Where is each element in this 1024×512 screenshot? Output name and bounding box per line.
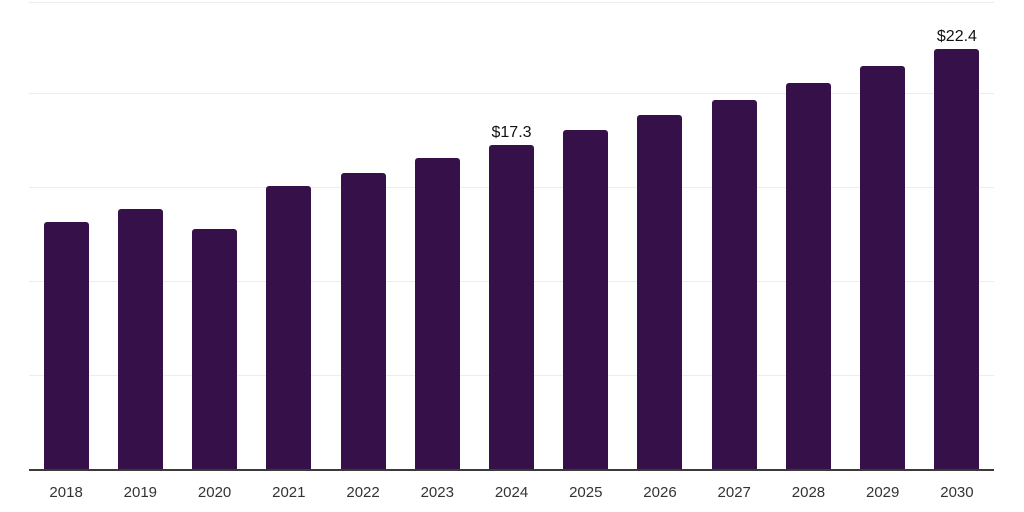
bar-column-2022 (326, 0, 400, 470)
bar-column-2030: $22.4 (920, 0, 994, 470)
x-axis-label-2025: 2025 (569, 484, 603, 501)
bar-column-2025 (549, 0, 623, 470)
bar-2022 (340, 172, 386, 470)
bar-2025 (563, 129, 609, 470)
x-axis-label-2023: 2023 (420, 484, 454, 501)
plot-area: $17.3 $22.4 (29, 0, 994, 470)
x-axis-label-2026: 2026 (643, 484, 677, 501)
x-axis-label-2021: 2021 (272, 484, 306, 501)
gridline-25 (29, 2, 994, 3)
bar-column-2020 (177, 0, 251, 470)
gridline-20 (29, 93, 994, 94)
bar-2024: $17.3 (489, 124, 535, 470)
bar-2020 (192, 229, 238, 470)
bar-2030: $22.4 (934, 28, 980, 470)
bars: $17.3 $22.4 (29, 0, 994, 470)
x-axis-label-2018: 2018 (49, 484, 83, 501)
bar-column-2027 (697, 0, 771, 470)
x-axis-line (29, 469, 994, 471)
bar-value-label-2030: $22.4 (936, 27, 977, 45)
bar-column-2029 (846, 0, 920, 470)
x-axis-label-2022: 2022 (346, 484, 380, 501)
bar-2023 (414, 157, 460, 470)
bar-column-2023 (400, 0, 474, 470)
x-axis-labels: 2018 2019 2020 2021 2022 2023 2024 2025 2026 2027… (29, 484, 994, 501)
bar-2019 (117, 208, 163, 470)
bar-2027 (711, 99, 757, 470)
x-axis-label-2019: 2019 (123, 484, 158, 501)
bar-2029 (860, 65, 906, 470)
bar-2028 (785, 82, 831, 470)
bar-column-2024: $17.3 (474, 0, 548, 470)
bar-value-label-2024: $17.3 (491, 123, 532, 141)
bar-column-2021 (252, 0, 326, 470)
x-axis-label-2028: 2028 (791, 484, 826, 501)
bar-column-2019 (103, 0, 177, 470)
bar-2018 (43, 221, 89, 470)
bar-2026 (637, 114, 683, 470)
x-axis-label-2027: 2027 (717, 484, 751, 501)
x-axis-label-2024: 2024 (494, 484, 529, 501)
x-axis-label-2030: 2030 (940, 484, 974, 501)
bar-2021 (266, 186, 312, 470)
bar-column-2018 (29, 0, 103, 470)
x-axis-label-2029: 2029 (866, 484, 900, 501)
bar-column-2026 (623, 0, 697, 470)
x-axis-label-2020: 2020 (197, 484, 232, 501)
bar-column-2028 (771, 0, 845, 470)
